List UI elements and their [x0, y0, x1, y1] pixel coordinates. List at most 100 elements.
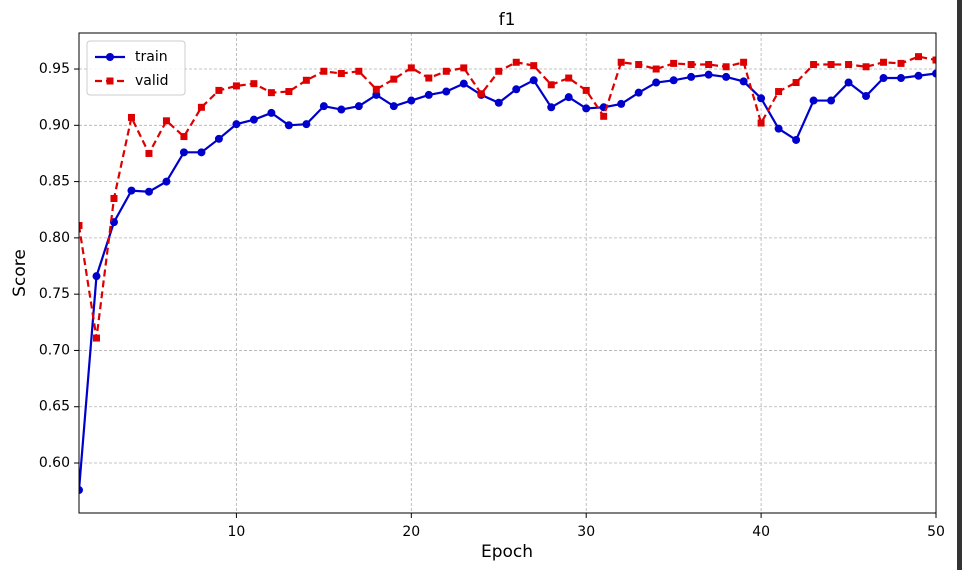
point [127, 186, 136, 195]
point [285, 88, 293, 96]
point [897, 59, 905, 67]
point [844, 78, 853, 87]
y-tick-label: 0.80 [39, 230, 70, 246]
point [214, 134, 223, 143]
chart-title: f1 [499, 10, 516, 30]
point [302, 76, 310, 84]
point [564, 93, 573, 102]
plot-area [79, 53, 936, 495]
point [932, 69, 936, 78]
point [529, 76, 538, 85]
point [442, 67, 450, 75]
legend-label: train [135, 49, 168, 65]
point [775, 88, 783, 96]
legend-marker [106, 53, 114, 61]
point [267, 108, 276, 117]
point [372, 85, 380, 93]
y-tick-label: 0.90 [39, 117, 70, 133]
point [914, 71, 923, 80]
point [127, 113, 135, 121]
point [495, 67, 503, 75]
x-tick-label: 20 [402, 524, 420, 540]
point [512, 85, 521, 94]
point [669, 76, 678, 85]
point [512, 58, 520, 66]
point [389, 102, 398, 111]
point [635, 61, 643, 69]
line [79, 55, 936, 339]
point [320, 67, 328, 75]
point [687, 72, 696, 81]
legend: train valid [86, 40, 186, 96]
ticks: 10 20 30 40 50 0.60 0.65 0.70 0.75 0.80 0.85 0.90 0.… [39, 61, 945, 540]
point [634, 88, 643, 97]
point [92, 272, 101, 281]
point [284, 121, 293, 130]
point [827, 96, 836, 105]
y-tick-label: 0.95 [39, 61, 70, 77]
point [704, 70, 713, 79]
point [617, 58, 625, 66]
point [425, 74, 433, 82]
point [582, 86, 590, 94]
axes-frame [78, 32, 937, 514]
window-edge [957, 0, 962, 570]
point [162, 177, 171, 186]
point [390, 75, 398, 83]
point [739, 77, 748, 86]
point [897, 74, 906, 83]
point [79, 486, 83, 495]
point [319, 102, 328, 111]
point [932, 56, 936, 64]
point [862, 63, 870, 71]
point [757, 94, 766, 103]
y-tick-label: 0.60 [39, 455, 70, 471]
point [600, 112, 608, 120]
point [424, 90, 433, 99]
point [530, 62, 538, 70]
point [652, 78, 661, 87]
point [337, 70, 345, 78]
point [144, 187, 153, 196]
point [722, 72, 731, 81]
y-tick-label: 0.85 [39, 174, 70, 190]
point [810, 61, 818, 69]
point [179, 148, 188, 157]
point [79, 221, 83, 229]
point [879, 74, 888, 83]
point [757, 119, 765, 127]
point [372, 90, 381, 99]
point [197, 148, 206, 157]
point [774, 124, 783, 133]
point [354, 102, 363, 111]
point [460, 64, 468, 72]
point [459, 79, 468, 88]
point [180, 133, 188, 141]
y-tick-label: 0.75 [39, 286, 70, 302]
point [582, 104, 591, 113]
x-tick-label: 10 [227, 524, 245, 540]
point [670, 59, 678, 67]
point [302, 120, 311, 129]
point [880, 58, 888, 66]
y-tick-label: 0.65 [39, 399, 70, 415]
point [827, 61, 835, 69]
point [547, 81, 555, 89]
grid [79, 33, 937, 513]
point [110, 194, 118, 202]
x-axis-label: Epoch [481, 542, 533, 562]
point [232, 82, 240, 90]
point [250, 80, 258, 88]
y-tick-label: 0.70 [39, 342, 70, 358]
point [337, 105, 346, 114]
x-tick-label: 30 [577, 524, 595, 540]
point [355, 67, 363, 75]
x-tick-label: 50 [927, 524, 945, 540]
line [79, 72, 936, 491]
point [162, 117, 170, 125]
y-axis-label: Score [10, 249, 30, 297]
point [249, 115, 258, 124]
point [687, 61, 695, 69]
x-tick-label: 40 [752, 524, 770, 540]
